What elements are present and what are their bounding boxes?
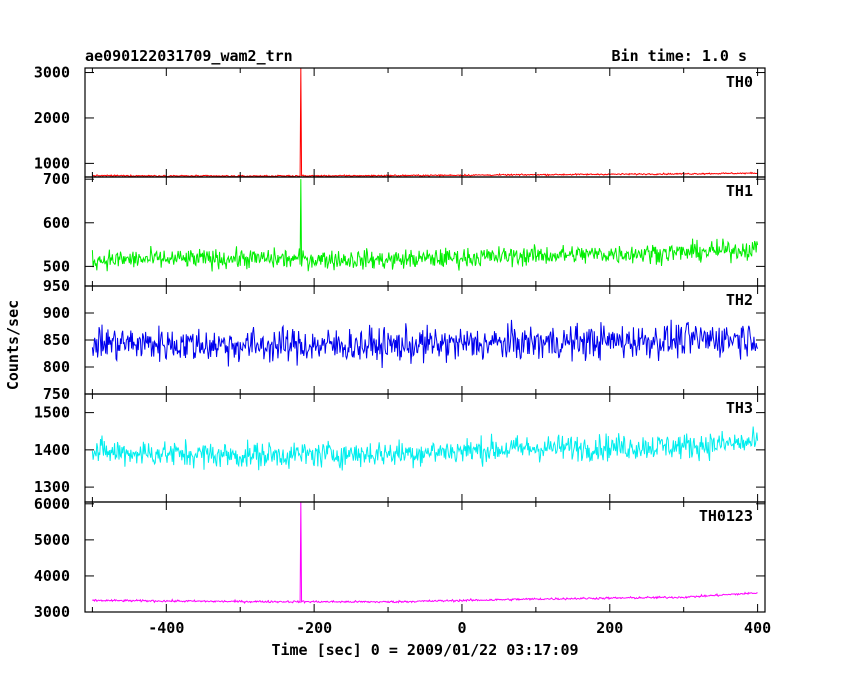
series-label-th2: TH2 [726,291,753,309]
x-axis-ticks: -400 -200 0 200 400 [148,619,771,637]
x-tick-label: -200 [296,619,332,637]
y-tick-label: 1000 [34,154,70,172]
series-line-th1 [91,179,759,272]
y-tick-label: 750 [43,385,70,403]
series-line-th3 [91,426,759,471]
bin-time-label: Bin time: 1.0 s [612,47,747,65]
y-tick-label: 700 [43,170,70,188]
x-tick-label: 400 [744,619,771,637]
x-tick-label: 0 [457,619,466,637]
y-tick-label: 4000 [34,567,70,585]
y-tick-label: 1500 [34,404,70,422]
panel-th0123: TH0123 3000 4000 5000 6000 [34,495,766,621]
y-tick-label: 850 [43,331,70,349]
panel-frame [84,176,766,287]
y-tick-label: 900 [43,304,70,322]
panel-frame [84,67,766,178]
y-tick-label: 800 [43,358,70,376]
y-tick-label: 2000 [34,109,70,127]
series-line-th0 [92,68,758,177]
panel-th0: TH0 1000 2000 3000 [34,64,766,178]
y-axis-label: Counts/sec [4,300,22,390]
series-line-th2 [91,319,759,368]
series-line-th0123 [92,502,758,604]
y-tick-label: 1300 [34,478,70,496]
y-tick-label: 3000 [34,603,70,621]
panel-th3: TH3 1300 1400 1500 [34,393,766,503]
panel-frame [84,501,766,613]
series-label-th0123: TH0123 [699,507,753,525]
y-tick-label: 5000 [34,531,70,549]
y-tick-label: 500 [43,257,70,275]
y-tick-label: 6000 [34,495,70,513]
x-axis-label: Time [sec] 0 = 2009/01/22 03:17:09 [271,641,578,659]
panel-th1: TH1 500 600 700 [43,170,766,287]
x-tick-label: -400 [148,619,184,637]
series-label-th1: TH1 [726,182,753,200]
panel-th2: TH2 750 800 850 900 950 [43,277,766,403]
chart-title: ae090122031709_wam2_trn [85,47,293,65]
y-tick-label: 950 [43,277,70,295]
x-tick-label: 200 [596,619,623,637]
series-label-th0: TH0 [726,73,753,91]
y-tick-label: 600 [43,214,70,232]
y-tick-label: 3000 [34,64,70,82]
series-label-th3: TH3 [726,399,753,417]
y-tick-label: 1400 [34,441,70,459]
